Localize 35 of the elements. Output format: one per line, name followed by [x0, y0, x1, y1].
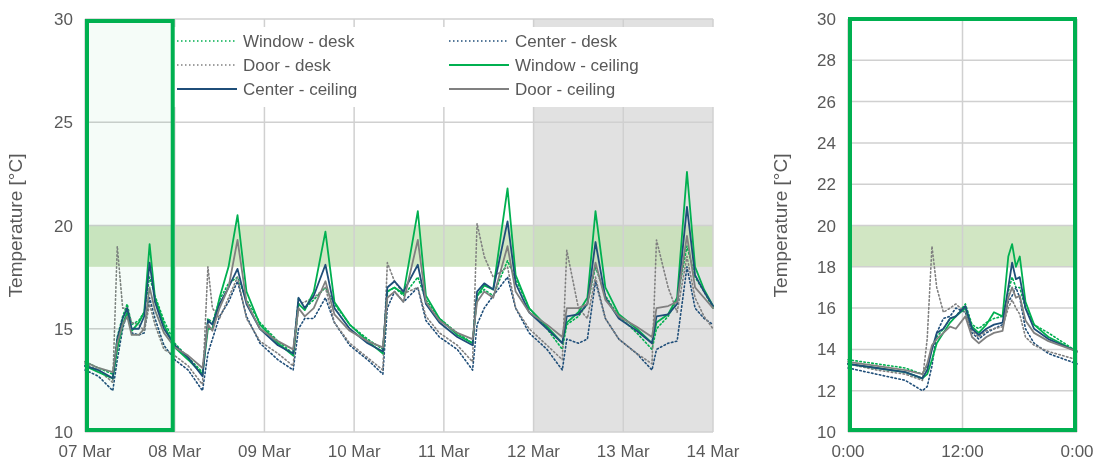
y-tick-label: 10 [817, 423, 836, 442]
y-tick-label: 15 [54, 319, 73, 339]
x-tick-label: 12:00 [941, 442, 984, 461]
legend-label: Window - desk [243, 32, 355, 51]
legend-label: Door - desk [243, 56, 332, 75]
x-tick-label: 08 Mar [148, 442, 202, 461]
y-tick-label: 10 [54, 423, 73, 442]
x-tick-label: 10 Mar [327, 442, 381, 461]
y-tick-label: 18 [817, 257, 836, 277]
y-tick-label: 20 [817, 216, 836, 236]
x-tick-label: 09 Mar [237, 442, 292, 461]
x-tick-label: 11 Mar [418, 442, 471, 461]
x-tick-label: 13 Mar [596, 442, 651, 461]
legend-label: Window - ceiling [515, 56, 639, 75]
y-tick-label: 24 [817, 133, 836, 153]
legend-label: Center - ceiling [243, 80, 358, 99]
x-tick-label: 14 Mar [686, 442, 740, 461]
y-tick-label: 12 [817, 381, 836, 401]
y-tick-label: 30 [817, 10, 836, 29]
y-tick-label: 25 [54, 113, 73, 133]
y-axis-title: Temperature [°C] [770, 153, 791, 298]
y-tick-label: 22 [817, 175, 836, 195]
x-tick-label: 07 Mar [58, 442, 112, 461]
legend-label: Door - ceiling [515, 80, 616, 99]
y-tick-label: 30 [54, 10, 73, 29]
x-tick-label: 0:00 [831, 442, 865, 461]
y-tick-label: 14 [817, 340, 836, 360]
y-tick-label: 28 [817, 51, 836, 71]
y-tick-label: 26 [817, 92, 836, 112]
y-tick-label: 20 [54, 216, 73, 236]
y-tick-label: 16 [817, 299, 836, 319]
x-tick-label: 0:00 [1060, 442, 1094, 461]
legend-label: Center - desk [515, 32, 618, 51]
y-axis-title: Temperature [°C] [5, 153, 26, 298]
x-tick-label: 12 Mar [507, 442, 561, 461]
